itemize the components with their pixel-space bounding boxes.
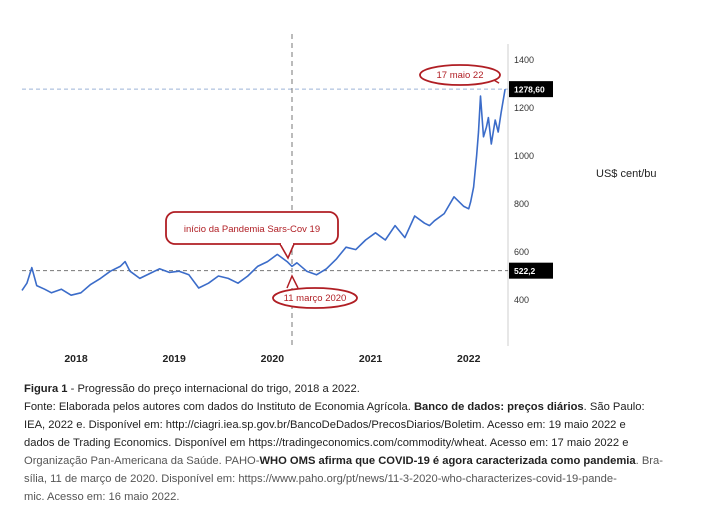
x-tick-label: 2022 xyxy=(457,353,481,365)
series-layer xyxy=(21,88,506,296)
y-tick-label: 800 xyxy=(514,199,529,209)
march-callout-bubble xyxy=(272,287,358,309)
pandemic-callout-pointer xyxy=(279,243,295,260)
march-callout-pointer xyxy=(286,274,299,289)
value-badge xyxy=(509,262,553,279)
y-tick-labels: 400 600 800 1000 1200 1400 xyxy=(514,55,534,305)
source-line-5: sília, 11 de março de 2020. Disponível e… xyxy=(24,473,617,485)
x-tick-label: 2020 xyxy=(261,353,285,365)
x-tick-labels: 2018 2019 2020 2021 2022 xyxy=(64,353,480,365)
y-tick-label: 400 xyxy=(514,295,529,305)
march-callout-label: 11 março 2020 xyxy=(284,293,347,304)
pandemic-callout-box xyxy=(165,211,339,245)
source-line-2: IEA, 2022 e. Disponível em: http://ciagr… xyxy=(24,419,626,431)
figure-caption: Figura 1 - Progressão do preço internaci… xyxy=(24,380,704,506)
source-line-1: Fonte: Elaborada pelos autores com dados… xyxy=(24,398,704,416)
pandemic-callout-label: início da Pandemia Sars-Cov 19 xyxy=(184,224,320,235)
reference-lines xyxy=(22,34,508,346)
peak-callout-bubble xyxy=(419,64,501,86)
y-tick-label: 1200 xyxy=(514,103,534,113)
x-tick-label: 2018 xyxy=(64,353,88,365)
source-text: Fonte: Elaborada pelos autores com dados… xyxy=(24,401,414,413)
source-text: . São Paulo: xyxy=(583,401,645,413)
source-line-4: Organização Pan-Americana da Saúde. PAHO… xyxy=(24,452,704,470)
source-text: . Bra- xyxy=(635,455,663,467)
value-badge xyxy=(509,81,553,98)
value-badge-label: 522,2 xyxy=(514,266,536,276)
caption-title-line: Figura 1 - Progressão do preço internaci… xyxy=(24,380,704,398)
plot-area xyxy=(22,44,508,346)
source-text: Organização Pan-Americana da Saúde. PAHO… xyxy=(24,455,260,467)
source-bold: Banco de dados: preços diários xyxy=(413,401,584,413)
y-tick-label: 1000 xyxy=(514,151,534,161)
source-line-6: mic. Acesso em: 16 maio 2022. xyxy=(24,491,180,503)
y-tick-label: 600 xyxy=(514,247,529,257)
x-tick-label: 2019 xyxy=(163,353,187,365)
x-tick-label: 2021 xyxy=(359,353,383,365)
figure-label: Figura 1 xyxy=(24,383,68,395)
value-badge-label: 1278,60 xyxy=(514,85,545,95)
unit-label: US$ cent/bu xyxy=(596,168,657,180)
source-line-3: dados de Trading Economics. Disponível e… xyxy=(24,437,629,449)
source-bold: WHO OMS afirma que COVID-19 é agora cara… xyxy=(259,455,636,467)
price-series-line xyxy=(21,88,506,296)
y-tick-label: 1400 xyxy=(514,55,534,65)
peak-callout-label: 17 maio 22 xyxy=(436,70,483,81)
annotations: 522,2 1278,60 17 maio 22 início da Pandemia… xyxy=(165,64,553,309)
figure-text: - Progressão do preço internacional do t… xyxy=(67,383,360,395)
